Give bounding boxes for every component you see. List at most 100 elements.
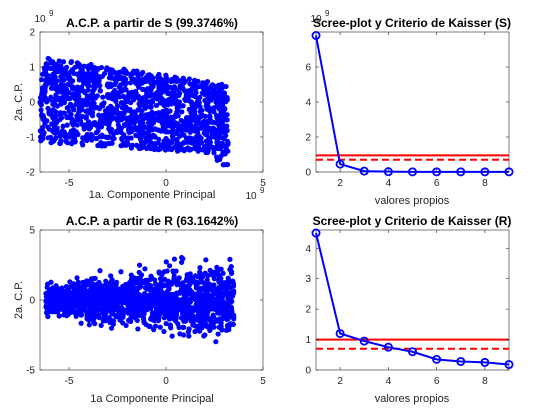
data-point xyxy=(163,320,169,327)
data-point xyxy=(103,134,109,140)
x-tick-label: 8 xyxy=(482,376,488,387)
series-marker xyxy=(432,167,442,177)
data-point xyxy=(101,315,107,321)
data-point xyxy=(229,288,236,295)
data-point xyxy=(220,298,226,305)
data-point xyxy=(197,94,203,101)
data-point xyxy=(108,325,115,331)
data-point xyxy=(136,293,142,299)
data-point xyxy=(205,147,211,153)
data-point xyxy=(112,313,119,319)
data-point xyxy=(219,119,225,125)
data-point xyxy=(211,109,217,115)
data-point xyxy=(110,135,116,141)
data-point xyxy=(150,315,156,322)
data-point xyxy=(227,285,233,291)
data-point xyxy=(172,144,178,150)
data-point xyxy=(147,85,154,91)
data-point xyxy=(95,128,101,134)
data-point xyxy=(220,128,226,134)
data-point xyxy=(183,135,190,141)
data-point xyxy=(142,124,148,130)
data-point xyxy=(117,295,123,301)
data-point xyxy=(92,275,98,281)
data-point xyxy=(89,97,96,103)
data-point xyxy=(97,268,103,274)
data-point xyxy=(222,283,229,289)
data-point xyxy=(225,323,231,329)
data-point xyxy=(78,311,84,317)
x-tick-label: 8 xyxy=(482,178,488,189)
x-axis-label: 1a Componente Principal xyxy=(90,393,214,405)
data-point xyxy=(220,83,226,89)
kaiser-criterion-lines xyxy=(316,338,509,350)
eigenvalue-series xyxy=(311,30,514,177)
data-point xyxy=(107,287,113,293)
series-marker xyxy=(311,30,321,40)
data-point xyxy=(165,278,172,284)
data-point xyxy=(108,273,114,279)
data-point xyxy=(213,339,219,345)
data-point xyxy=(83,303,89,309)
data-point xyxy=(131,277,138,283)
x-tick-label: 6 xyxy=(434,178,440,189)
data-point xyxy=(167,84,173,90)
data-point xyxy=(144,302,150,308)
data-point xyxy=(179,310,186,316)
data-point xyxy=(54,304,60,310)
data-point xyxy=(67,101,74,107)
data-point xyxy=(202,85,208,91)
data-point xyxy=(150,300,157,306)
data-point xyxy=(175,279,181,285)
data-point xyxy=(141,140,147,146)
data-point xyxy=(53,283,59,289)
data-point xyxy=(204,277,210,283)
data-point xyxy=(86,322,92,328)
data-point xyxy=(231,316,237,322)
data-point xyxy=(112,76,118,82)
data-point xyxy=(67,82,73,88)
data-point xyxy=(184,313,190,319)
data-point xyxy=(109,296,116,302)
data-point xyxy=(100,141,106,147)
data-point xyxy=(214,157,220,163)
data-point xyxy=(225,275,231,281)
data-point xyxy=(50,59,56,65)
data-point xyxy=(103,66,110,73)
data-point xyxy=(48,94,54,100)
data-point xyxy=(186,106,192,112)
data-point xyxy=(173,96,179,102)
data-point xyxy=(143,306,149,312)
data-point xyxy=(113,282,119,288)
data-point xyxy=(124,288,130,294)
data-point xyxy=(51,123,57,129)
chart-title: Scree-plot y Criterio de Kaisser (R) xyxy=(313,214,512,228)
data-point xyxy=(123,139,130,145)
x-axis-label: 1a. Componente Principal xyxy=(89,189,216,201)
data-point xyxy=(174,105,180,111)
data-point xyxy=(96,285,103,291)
data-point xyxy=(68,283,74,290)
data-point xyxy=(152,126,158,132)
series-marker xyxy=(383,167,393,177)
data-point xyxy=(219,92,225,98)
data-point xyxy=(67,95,73,102)
data-point xyxy=(133,301,139,308)
data-point xyxy=(86,126,92,132)
data-point xyxy=(94,93,100,99)
data-point xyxy=(164,90,171,96)
data-point xyxy=(157,324,163,330)
data-point xyxy=(174,75,180,81)
data-point xyxy=(204,100,210,106)
data-point xyxy=(80,88,87,94)
data-point xyxy=(228,305,235,311)
data-point xyxy=(87,307,93,313)
data-point xyxy=(137,126,143,132)
data-point xyxy=(74,122,80,128)
data-point xyxy=(166,308,172,315)
data-point xyxy=(165,109,172,115)
data-point xyxy=(109,140,115,146)
data-point xyxy=(144,145,150,152)
data-point xyxy=(217,124,223,130)
